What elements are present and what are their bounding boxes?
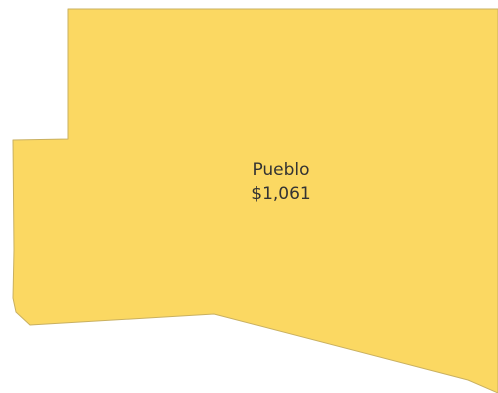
region-pueblo[interactable] <box>12 8 498 393</box>
region-value-label: $1,061 <box>251 184 310 204</box>
region-name-label: Pueblo <box>252 160 309 180</box>
